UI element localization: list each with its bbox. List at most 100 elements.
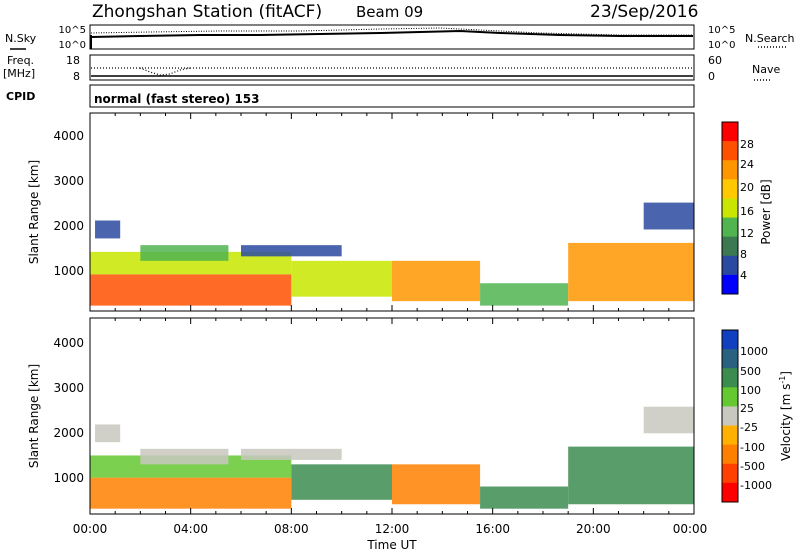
nsearch-label: N.Search (745, 32, 795, 45)
velocity-cbar-tick-1000: 1000 (740, 345, 768, 358)
power-colorbar (722, 122, 738, 295)
velocity-colorbar-frame (721, 329, 739, 503)
velocity-cbar-tick-neg1000: -1000 (740, 479, 772, 492)
nsky-tick-top: 10^5 (59, 25, 86, 36)
velocity-colorbar-swatch (722, 349, 738, 369)
velocity-echo-region (392, 464, 481, 505)
power-ytick-2000: 2000 (53, 219, 84, 233)
power-echo-region (480, 283, 569, 306)
velocity-ytick-4000: 4000 (53, 336, 84, 350)
xtick-1600: 16:00 (475, 522, 510, 536)
nsky-trace (90, 29, 693, 38)
power-ytick-1000: 1000 (53, 264, 84, 278)
nsky-panel (89, 24, 695, 50)
velocity-colorbar-swatch (722, 387, 738, 407)
power-ylabel: Slant Range [km] (27, 160, 41, 264)
velocity-cbar-tick-neg25: -25 (740, 421, 758, 434)
cpid-panel (89, 84, 695, 108)
power-colorbar-swatch (722, 274, 738, 295)
velocity-echo-region (241, 448, 342, 460)
power-echo-region (241, 245, 342, 257)
power-cbar-tick-16: 16 (740, 205, 754, 218)
x-axis-ticks (89, 113, 695, 514)
power-ytick-3000: 3000 (53, 174, 84, 188)
cpid-text: normal (fast stereo) 153 (94, 92, 260, 106)
station-title: Zhongshan Station (fitACF) (92, 2, 322, 22)
power-cbar-tick-20: 20 (740, 181, 754, 194)
power-echo-region (140, 245, 229, 261)
power-echo-region (392, 260, 481, 302)
velocity-cbar-label-end: ] (779, 371, 793, 376)
velocity-cbar-tick-neg500: -500 (740, 460, 765, 473)
velocity-cbar-label-sup: -1 (778, 376, 787, 384)
velocity-colorbar-swatch (722, 444, 738, 465)
velocity-cbar-tick-500: 500 (740, 365, 761, 378)
freq-label-2: [MHz] (3, 67, 35, 80)
nsky-tick-bottom: 10^0 (59, 40, 86, 51)
velocity-echo-region (291, 464, 392, 500)
velocity-colorbar-swatch (722, 463, 738, 484)
power-echo-region (291, 260, 392, 297)
power-colorbar-swatch (722, 236, 738, 257)
xtick-0800: 08:00 (274, 522, 309, 536)
power-echo-region (643, 202, 694, 230)
freq-panel (89, 54, 695, 81)
velocity-cbar-tick-100: 100 (740, 384, 761, 397)
velocity-ytick-3000: 3000 (53, 381, 84, 395)
power-colorbar-swatch (722, 179, 738, 199)
nsearch-tick-top: 10^5 (708, 25, 735, 36)
velocity-colorbar-swatch (722, 330, 738, 350)
power-colorbar-swatch (722, 122, 738, 142)
xtick-2400: 00:00 (673, 522, 708, 536)
xlabel: Time UT (366, 538, 417, 552)
power-cbar-label: Power [dB] (759, 179, 773, 244)
velocity-echo-region (140, 448, 229, 465)
nave-dip (139, 67, 191, 76)
velocity-echo-region (95, 424, 121, 443)
power-cbar-tick-28: 28 (740, 138, 754, 151)
power-colorbar-swatch (722, 217, 738, 238)
xtick-0400: 04:00 (173, 522, 208, 536)
power-echo-region (90, 274, 292, 306)
power-cbar-tick-8: 8 (740, 248, 747, 261)
velocity-ylabel: Slant Range [km] (27, 364, 41, 468)
power-cbar-tick-24: 24 (740, 158, 754, 171)
freq-label-1: Freq. (7, 54, 34, 67)
power-cbar-tick-12: 12 (740, 227, 754, 240)
power-colorbar-swatch (722, 255, 738, 276)
velocity-cbar-label: Velocity [m s-1] (778, 371, 793, 461)
nave-tick-top: 60 (708, 54, 722, 67)
power-colorbar-frame (721, 121, 739, 295)
velocity-ytick-1000: 1000 (53, 471, 84, 485)
cpid-label: CPID (6, 90, 35, 103)
power-colorbar-swatch (722, 141, 738, 161)
velocity-echo-region (643, 406, 694, 434)
power-echo-region (568, 242, 694, 302)
velocity-cbar-tick-neg100: -100 (740, 441, 765, 454)
xtick-1200: 12:00 (375, 522, 410, 536)
velocity-echo-region (568, 446, 694, 505)
power-colorbar-swatch (722, 160, 738, 180)
power-panel-marks (90, 202, 694, 306)
nsearch-tick-bottom: 10^0 (708, 40, 735, 51)
freq-tick-bottom: 8 (73, 70, 80, 83)
velocity-colorbar-swatch (722, 425, 738, 446)
xtick-0000: 00:00 (73, 522, 108, 536)
nave-label: Nave (752, 63, 780, 76)
date-label: 23/Sep/2016 (590, 2, 698, 22)
nsearch-trace (90, 27, 693, 36)
xtick-2000: 20:00 (576, 522, 611, 536)
velocity-colorbar-swatch (722, 406, 738, 427)
velocity-echo-region (480, 486, 569, 509)
velocity-panel-marks (90, 406, 694, 509)
beam-label: Beam 09 (356, 3, 423, 21)
freq-tick-top: 18 (66, 54, 80, 67)
velocity-ytick-2000: 2000 (53, 426, 84, 440)
velocity-colorbar-swatch (722, 482, 738, 503)
velocity-colorbar-swatch (722, 368, 738, 388)
power-ytick-4000: 4000 (53, 129, 84, 143)
velocity-echo-region (90, 477, 292, 509)
power-cbar-tick-4: 4 (740, 269, 747, 282)
nsky-label: N.Sky (5, 32, 37, 45)
